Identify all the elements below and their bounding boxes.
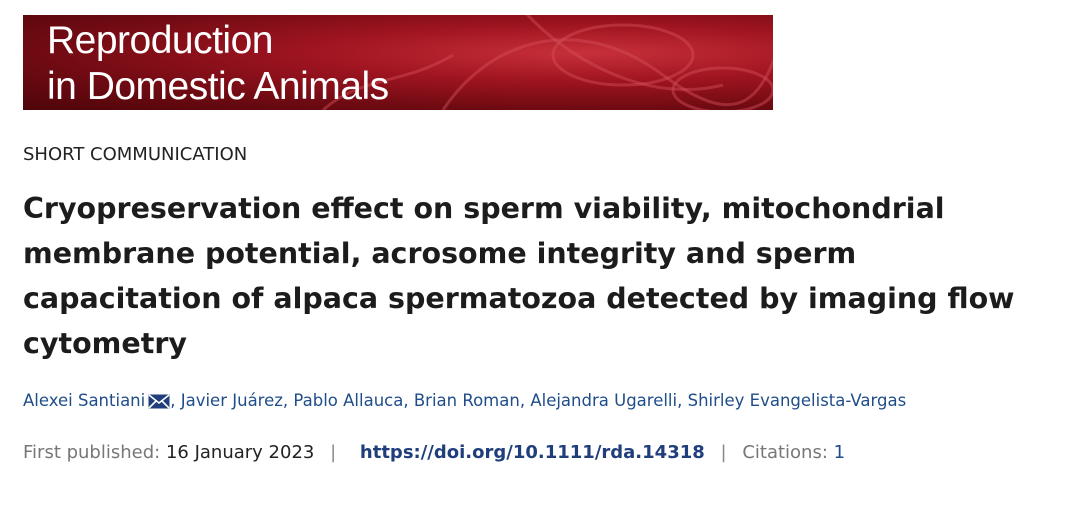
author-name[interactable]: Alexei Santiani [23,391,146,410]
author-name[interactable]: Javier Juárez [180,391,283,410]
envelope-flap [148,394,170,409]
separator: | [720,442,727,463]
author-separator: , [403,391,409,410]
journal-name-line1: Reproduction [47,19,273,62]
email-icon[interactable] [148,394,170,409]
author-name[interactable]: Shirley Evangelista-Vargas [687,391,907,410]
author-separator: , [677,391,683,410]
banner-decoration [322,15,773,110]
author-separator: , [519,391,526,410]
doi-link[interactable]: https://doi.org/10.1111/rda.14318 [359,442,705,463]
author-separator: , [282,391,289,410]
publication-meta: First published: 16 January 2023 | https… [23,442,845,463]
author-list: Alexei Santiani, Javier Juárez, Pablo Al… [23,391,906,410]
author-name[interactable]: Pablo Allauca [293,391,404,410]
author-separator: , [170,391,176,410]
published-date: 16 January 2023 [165,442,315,463]
article-type: SHORT COMMUNICATION [23,144,248,165]
author-name[interactable]: Alejandra Ugarelli [530,391,678,410]
citations-count[interactable]: 1 [833,442,846,463]
published-label: First published: [23,442,161,463]
journal-name-line2: in Domestic Animals [47,65,389,108]
journal-banner[interactable]: Reproduction in Domestic Animals [23,15,773,110]
separator: | [330,442,337,463]
author-name[interactable]: Brian Roman [413,391,520,410]
article-title: Cryopreservation effect on sperm viabili… [23,192,1015,360]
citations-label: Citations: [742,442,828,463]
